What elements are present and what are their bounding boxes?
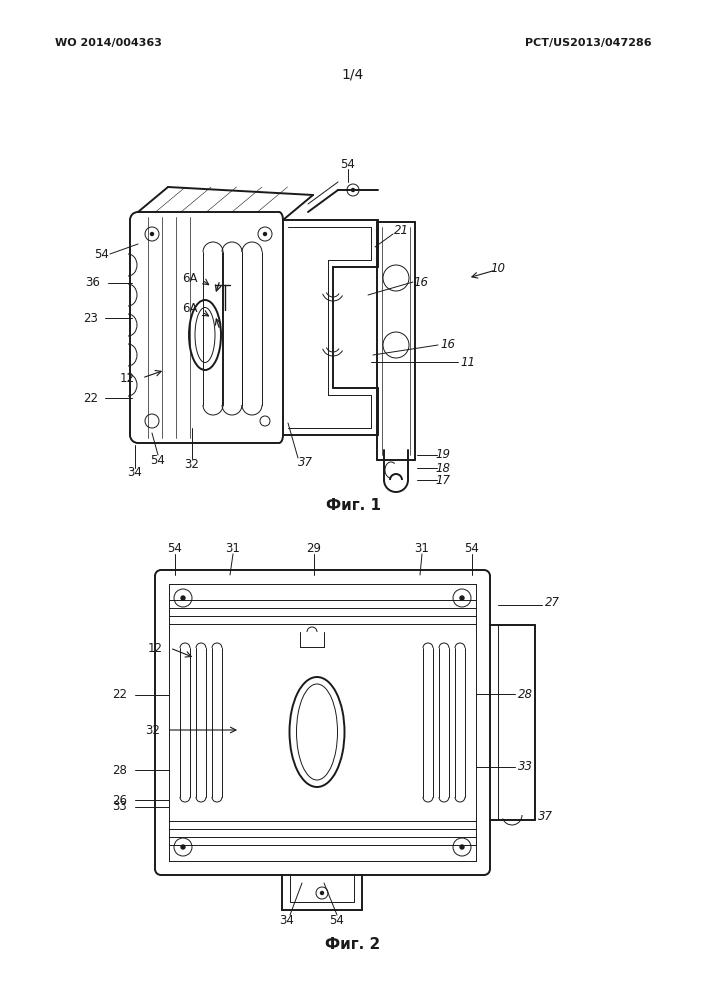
Circle shape [181, 596, 185, 600]
Text: 31: 31 [226, 542, 240, 554]
Text: 17: 17 [436, 474, 450, 487]
Circle shape [151, 232, 153, 235]
Text: 11: 11 [460, 356, 476, 368]
Text: 54: 54 [464, 542, 479, 554]
Text: 33: 33 [112, 800, 127, 814]
Text: 54: 54 [168, 542, 182, 554]
Text: WO 2014/004363: WO 2014/004363 [55, 38, 162, 48]
Text: PCT/US2013/047286: PCT/US2013/047286 [525, 38, 652, 48]
Text: 19: 19 [436, 448, 450, 462]
Text: 23: 23 [83, 312, 98, 324]
Text: 54: 54 [95, 247, 110, 260]
Text: 31: 31 [414, 542, 429, 554]
Text: 6A: 6A [182, 302, 198, 314]
Text: Фиг. 2: Фиг. 2 [325, 937, 380, 952]
Text: 12: 12 [120, 371, 135, 384]
Text: 34: 34 [127, 466, 142, 480]
Text: 16: 16 [440, 338, 455, 352]
Text: 37: 37 [537, 810, 552, 824]
Circle shape [320, 892, 324, 894]
Circle shape [460, 596, 464, 600]
Text: 33: 33 [518, 760, 532, 774]
Text: 22: 22 [83, 391, 98, 404]
Text: 16: 16 [414, 275, 428, 288]
Text: 28: 28 [518, 688, 532, 700]
Text: 21: 21 [394, 224, 409, 236]
Text: 22: 22 [112, 688, 127, 702]
Circle shape [460, 845, 464, 849]
Text: 32: 32 [145, 724, 160, 736]
Text: 34: 34 [279, 914, 294, 926]
Text: 54: 54 [341, 157, 356, 170]
Text: 27: 27 [544, 595, 559, 608]
Text: 32: 32 [185, 458, 199, 472]
Circle shape [181, 845, 185, 849]
Text: 12: 12 [148, 642, 163, 654]
Circle shape [351, 188, 354, 192]
Text: 26: 26 [112, 794, 127, 806]
Circle shape [264, 232, 267, 235]
Text: Фиг. 1: Фиг. 1 [325, 498, 380, 513]
Text: 18: 18 [436, 462, 450, 475]
Text: 37: 37 [298, 456, 312, 470]
Text: 6A: 6A [182, 271, 198, 284]
Text: 28: 28 [112, 764, 127, 776]
Text: 54: 54 [151, 454, 165, 468]
Text: 36: 36 [85, 276, 100, 290]
Text: 10: 10 [491, 261, 506, 274]
Text: 1/4: 1/4 [342, 68, 364, 82]
Text: 54: 54 [329, 914, 344, 926]
Text: 29: 29 [307, 542, 322, 554]
